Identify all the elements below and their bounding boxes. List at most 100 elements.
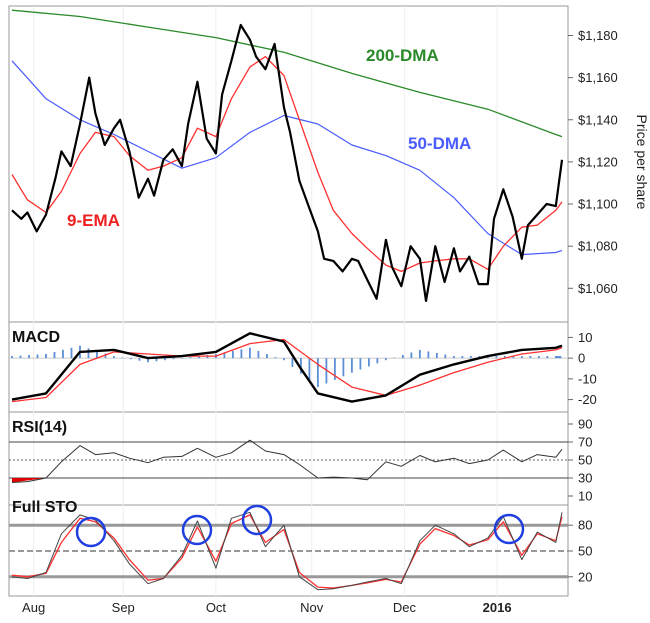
macd-histogram-bar — [87, 348, 90, 359]
x-tick-label: Oct — [206, 600, 227, 615]
macd-histogram-bar — [350, 358, 353, 373]
y-tick-label: 80 — [578, 518, 592, 533]
macd-histogram-bar — [461, 356, 464, 359]
macd-histogram-bar — [70, 347, 73, 359]
macd-panel-title: MACD — [12, 329, 60, 346]
macd-histogram-bar — [121, 357, 124, 359]
annotation-9-ema: 9-EMA — [67, 211, 120, 230]
overbought-circle — [75, 516, 107, 548]
macd-histogram-bar — [537, 356, 540, 359]
macd-histogram-bar — [257, 350, 260, 359]
macd-histogram-bar — [512, 356, 515, 359]
macd-histogram-bar — [401, 355, 404, 359]
series-9-ema — [11, 55, 563, 273]
macd-histogram-bar — [556, 356, 559, 359]
series-macd-signal — [11, 338, 563, 403]
macd-histogram-bar — [96, 350, 98, 359]
macd-histogram-bar — [410, 352, 413, 359]
y-tick-label: $1,060 — [578, 281, 618, 296]
macd-histogram-bar — [529, 356, 532, 359]
macd-histogram-bar — [291, 358, 294, 367]
price-axis-label: Price per share — [634, 115, 650, 210]
y-tick-label: 90 — [578, 417, 592, 432]
y-tick-label: 10 — [578, 489, 592, 504]
macd-histogram-bar — [240, 349, 243, 359]
macd-histogram-bar — [53, 351, 56, 359]
y-tick-label: $1,100 — [578, 197, 618, 212]
macd-histogram-bar — [172, 358, 175, 360]
macd-histogram-bar — [558, 356, 560, 359]
y-tick-label: 50 — [578, 544, 592, 559]
macd-histogram-bar — [283, 358, 285, 361]
macd-histogram-bar — [274, 357, 277, 359]
macd-histogram-bar — [198, 356, 200, 359]
overbought-circle — [493, 513, 525, 545]
macd-histogram-bar — [104, 353, 107, 359]
overbought-circle — [181, 514, 213, 546]
y-tick-label: 30 — [578, 471, 592, 486]
macd-histogram-bar — [554, 356, 557, 359]
y-tick-label: 10 — [578, 330, 592, 345]
macd-histogram-bar — [316, 358, 319, 388]
y-tick-label: 70 — [578, 435, 592, 450]
macd-histogram-bar — [359, 358, 362, 370]
macd-histogram-bar — [452, 356, 455, 359]
sto-panel-title: Full STO — [12, 499, 77, 516]
y-tick-label: $1,160 — [578, 70, 618, 85]
y-tick-label: 20 — [578, 569, 592, 584]
macd-histogram-bar — [155, 358, 158, 362]
macd-histogram-bar — [495, 356, 498, 359]
series-200-dma — [11, 9, 563, 138]
macd-histogram-bar — [232, 350, 234, 359]
macd-histogram-bar — [367, 358, 370, 367]
series-rsi — [11, 439, 563, 483]
x-tick-label: Sep — [112, 600, 135, 615]
macd-histogram-bar — [266, 354, 268, 359]
macd-histogram-bar — [300, 358, 302, 374]
macd-histogram-bar — [138, 358, 141, 361]
macd-histogram-bar — [333, 358, 336, 380]
overbought-circle — [241, 504, 273, 536]
y-tick-label: $1,120 — [578, 154, 618, 169]
macd-histogram-bar — [503, 356, 506, 359]
x-tick-label: Aug — [22, 600, 45, 615]
annotation-200-dma: 200-DMA — [366, 46, 439, 65]
macd-histogram-bar — [435, 352, 438, 359]
macd-histogram-bar — [62, 349, 64, 359]
macd-histogram-bar — [249, 347, 251, 359]
macd-histogram-bar — [376, 358, 379, 364]
macd-histogram-bar — [45, 354, 47, 359]
y-tick-label: 0 — [578, 351, 585, 366]
macd-histogram-bar — [181, 358, 183, 359]
x-tick-label: Dec — [393, 600, 417, 615]
macd-histogram-bar — [427, 351, 430, 359]
series-price — [11, 23, 564, 302]
macd-histogram-bar — [418, 349, 421, 359]
macd-histogram-bar — [393, 357, 396, 359]
y-tick-label: $1,080 — [578, 239, 618, 254]
macd-histogram-bar — [189, 357, 192, 359]
x-tick-label: Nov — [300, 600, 324, 615]
macd-histogram-bar — [384, 358, 387, 361]
macd-histogram-bar — [308, 358, 311, 381]
macd-histogram-bar — [11, 356, 13, 359]
annotation-50-dma: 50-DMA — [408, 134, 471, 153]
rsi-panel-title: RSI(14) — [12, 419, 67, 436]
macd-histogram-bar — [113, 356, 115, 359]
macd-histogram-bar — [28, 355, 30, 359]
y-tick-label: $1,180 — [578, 28, 618, 43]
macd-histogram-bar — [546, 356, 549, 359]
macd-histogram-bar — [164, 358, 166, 361]
macd-histogram-bar — [342, 358, 345, 377]
rsi-oversold-fill — [12, 478, 46, 483]
macd-histogram-bar — [520, 356, 523, 359]
y-tick-label: 50 — [578, 453, 592, 468]
x-tick-label: 2016 — [483, 600, 512, 615]
macd-histogram-bar — [130, 358, 132, 360]
y-tick-label: -10 — [578, 371, 597, 386]
y-tick-label: $1,140 — [578, 112, 618, 127]
macd-histogram-bar — [36, 354, 39, 359]
series-macd — [11, 332, 563, 403]
macd-histogram-bar — [19, 355, 22, 359]
